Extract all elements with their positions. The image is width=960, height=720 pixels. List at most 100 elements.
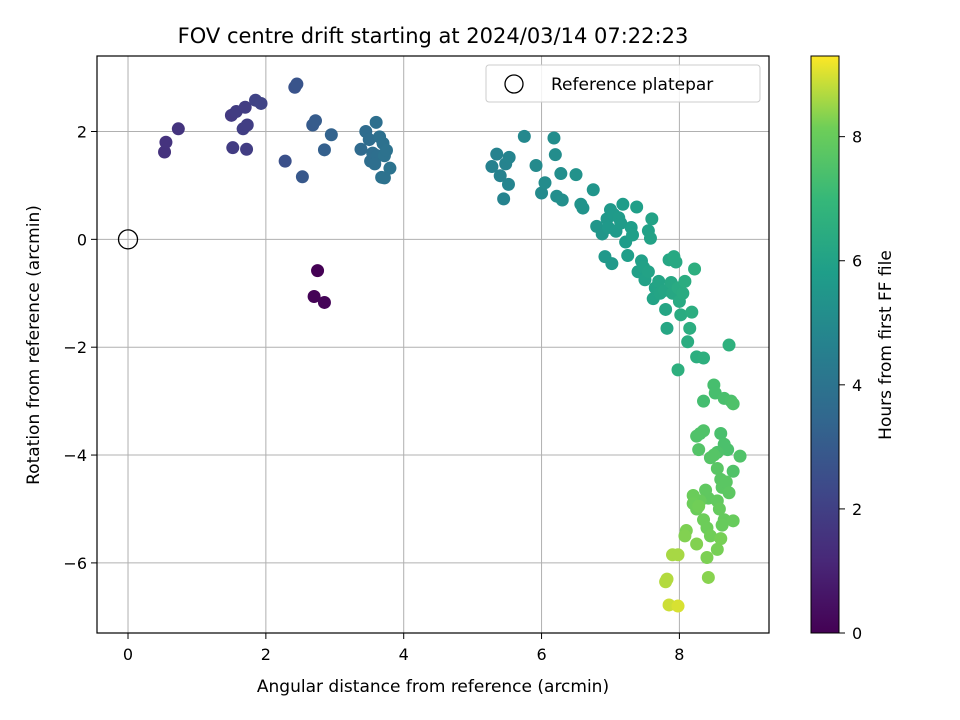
data-point — [722, 338, 736, 352]
data-point — [685, 305, 699, 319]
data-point — [502, 150, 516, 164]
data-point — [726, 514, 740, 528]
x-tick-label: 0 — [123, 645, 133, 664]
data-point — [238, 100, 252, 114]
data-point — [626, 228, 640, 242]
data-point — [307, 290, 321, 304]
data-point — [645, 212, 659, 226]
data-point — [317, 143, 331, 157]
legend-label: Reference platepar — [551, 75, 713, 95]
data-point — [171, 122, 185, 136]
colorbar-tick-label: 4 — [852, 376, 862, 395]
x-tick-label: 8 — [674, 645, 684, 664]
data-point — [707, 448, 721, 462]
colorbar: 0 2 4 6 8 Hours from first FF file — [810, 55, 896, 643]
data-point — [621, 249, 635, 263]
data-point — [671, 599, 685, 613]
data-point — [616, 197, 630, 211]
legend-marker-icon — [504, 74, 524, 94]
data-point — [726, 397, 740, 411]
data-point — [158, 145, 172, 159]
data-point — [721, 443, 735, 457]
data-point — [493, 169, 507, 183]
data-point — [362, 133, 376, 147]
data-point — [719, 475, 733, 489]
data-point — [671, 548, 685, 562]
data-point — [683, 321, 697, 335]
data-point — [278, 154, 292, 168]
data-point — [674, 308, 688, 322]
data-point — [555, 193, 569, 207]
data-point — [159, 135, 173, 149]
data-point — [547, 131, 561, 145]
data-point — [671, 363, 685, 377]
data-point — [701, 570, 715, 584]
colorbar-gradient — [810, 55, 840, 634]
data-point — [517, 129, 531, 143]
data-point — [669, 255, 683, 269]
grid — [97, 56, 769, 633]
data-point — [240, 118, 254, 132]
data-point — [712, 502, 726, 516]
colorbar-tick-label: 8 — [852, 128, 862, 147]
data-point — [692, 443, 706, 457]
x-tick-label: 6 — [536, 645, 546, 664]
data-point — [490, 147, 504, 161]
data-point — [240, 142, 254, 156]
colorbar-label: Hours from first FF file — [876, 250, 896, 440]
data-point — [379, 143, 393, 157]
data-point — [605, 257, 619, 271]
data-point — [678, 274, 692, 288]
data-point — [554, 167, 568, 181]
axis-ticks: 0 2 4 6 8 −6 −4 −2 0 2 — [63, 122, 684, 664]
data-point — [548, 148, 562, 162]
data-point — [290, 77, 304, 91]
data-point — [317, 295, 331, 309]
data-point — [688, 262, 702, 276]
data-point — [586, 183, 600, 197]
data-point — [710, 462, 724, 476]
colorbar-tick-label: 6 — [852, 252, 862, 271]
data-points — [117, 77, 747, 613]
data-point — [576, 201, 590, 215]
data-point — [659, 302, 673, 316]
data-point — [678, 529, 692, 543]
data-point — [311, 264, 325, 278]
data-point — [726, 464, 740, 478]
chart-title: FOV centre drift starting at 2024/03/14 … — [178, 24, 689, 48]
data-point — [697, 351, 711, 365]
data-point — [676, 286, 690, 300]
data-point — [485, 160, 499, 174]
y-tick-label: −6 — [63, 554, 87, 573]
data-point — [714, 532, 728, 546]
y-axis-label: Rotation from reference (arcmin) — [24, 205, 44, 485]
data-point — [692, 499, 706, 513]
x-tick-label: 2 — [261, 645, 271, 664]
colorbar-tick-label: 2 — [852, 500, 862, 519]
data-point — [643, 231, 657, 245]
colorbar-tick-label: 0 — [852, 624, 862, 643]
data-point — [497, 192, 511, 206]
data-point — [538, 176, 552, 190]
data-point — [501, 177, 515, 191]
data-point — [529, 158, 543, 172]
y-tick-label: 2 — [77, 122, 87, 141]
data-point — [703, 529, 717, 543]
data-point — [368, 157, 382, 171]
data-point — [710, 542, 724, 556]
data-point — [733, 449, 747, 463]
data-point — [295, 170, 309, 184]
x-axis-label: Angular distance from reference (arcmin) — [257, 677, 609, 697]
data-point — [697, 394, 711, 408]
legend-box — [485, 64, 761, 103]
data-point — [254, 96, 268, 110]
data-point — [641, 265, 655, 279]
data-point — [324, 128, 338, 142]
data-point — [700, 551, 714, 565]
data-point — [660, 572, 674, 586]
data-point — [614, 216, 628, 230]
data-point — [714, 426, 728, 440]
data-point — [226, 141, 240, 155]
data-point — [715, 518, 729, 532]
